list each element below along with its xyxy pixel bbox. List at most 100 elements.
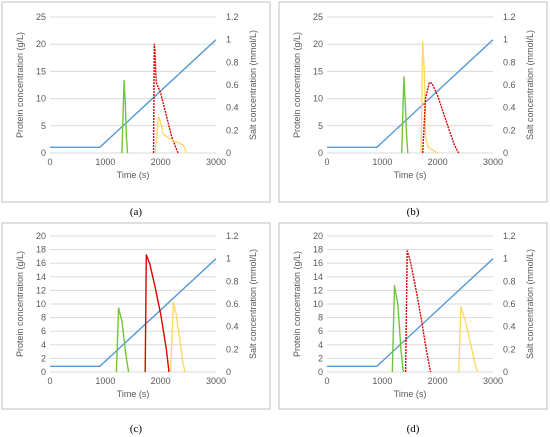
y2-tick-label: 1 [226,35,231,45]
y2-tick-label: 0.2 [503,344,516,354]
x-tick-label: 2000 [151,157,171,167]
x-tick-label: 2000 [428,157,448,167]
y-tick-label: 5 [41,121,46,131]
panel-a-label: (a) [130,206,143,218]
y2-tick-label: 0 [226,367,231,377]
y-tick-label: 0 [41,367,46,377]
x-axis-label: Time (s) [117,389,150,399]
chart-panel-c: (c) [1,222,271,435]
y2-tick-label: 1 [503,35,508,45]
panel-b-label: (b) [407,206,420,218]
chart-panel-b: (b) [278,1,548,218]
y2-tick-label: 0.8 [503,57,516,67]
salt-line [327,258,494,367]
y-tick-label: 14 [36,272,46,282]
y2-tick-label: 0.6 [503,80,516,90]
red-line [144,254,170,373]
y2-axis-label: Salt concentration (mmol/L) [248,30,258,140]
green-line [401,76,409,154]
plot-b: 0 5 10 15 20 25 0 0.2 0.4 0.6 0.8 1 1.2 0 1000 2000 3000… [292,12,535,180]
y2-tick-label: 0.2 [226,344,239,354]
x-tick-label: 0 [47,376,52,386]
y-tick-label: 16 [36,258,46,268]
x-tick-label: 2000 [151,376,171,386]
y-tick-label: 18 [36,245,46,255]
panel-d-label: (d) [407,423,420,435]
y-tick-label: 12 [36,285,46,295]
x-tick-label: 1000 [95,157,115,167]
y-tick-label: 25 [313,12,323,22]
panel-a-frame [1,1,271,203]
y-tick-label: 6 [41,326,46,336]
y2-tick-label: 1.2 [503,231,516,241]
y-axis-label: Protein concentration (g/L) [15,32,25,138]
salt-line [50,39,217,149]
y2-tick-label: 0 [503,367,508,377]
y-tick-label: 15 [36,66,46,76]
red-line [404,250,432,373]
y-tick-label: 8 [318,313,323,323]
x-tick-label: 3000 [483,157,503,167]
y2-tick-label: 0.2 [503,125,516,135]
y-tick-label: 6 [318,326,323,336]
chart-panel-a: (a) [1,1,271,218]
y2-tick-label: 0.2 [226,125,239,135]
y-tick-label: 10 [313,94,323,104]
y-tick-label: 25 [36,12,46,22]
yellow-line [154,116,187,154]
y2-tick-label: 1.2 [226,12,239,22]
panel-b-frame [278,1,548,203]
y2-axis-label: Salt concentration (mmol/L) [248,249,258,359]
y-axis-label: Protein concentration (g/L) [292,251,302,357]
y2-tick-label: 0.4 [503,103,516,113]
y2-tick-label: 0.8 [503,276,516,286]
yellow-line [420,40,439,154]
panel-c-label: (c) [130,423,143,435]
y-tick-label: 0 [318,148,323,158]
yellow-line [169,301,186,373]
y-tick-label: 10 [36,94,46,104]
x-tick-label: 1000 [95,376,115,386]
y2-tick-label: 0.6 [503,299,516,309]
y2-axis-label: Salt concentration (mmol/L) [525,30,535,140]
y-tick-label: 5 [318,121,323,131]
y2-tick-label: 1.2 [226,231,239,241]
x-tick-label: 1000 [372,157,392,167]
plot-d: 0 2 4 6 8 10 12 14 16 18 20 0 0.2 0.4 0.6 0.8 1 1.2 0 1000 2… [292,231,535,399]
x-tick-label: 0 [47,157,52,167]
green-line [115,307,130,373]
y-tick-label: 8 [41,313,46,323]
salt-line [327,39,494,149]
plot-a: 0 5 10 15 20 25 0 0.2 0.4 0.6 0.8 1 1.2 0 1000 2000 3000… [15,12,258,180]
y-tick-label: 0 [41,148,46,158]
y-tick-label: 20 [36,231,46,241]
y2-tick-label: 0.6 [226,80,239,90]
y-tick-label: 16 [313,258,323,268]
y-tick-label: 18 [313,245,323,255]
y-tick-label: 10 [313,299,323,309]
x-tick-label: 2000 [428,376,448,386]
y-tick-label: 2 [318,353,323,363]
y-tick-label: 14 [313,272,323,282]
y2-tick-label: 1.2 [503,12,516,22]
x-tick-label: 3000 [206,157,226,167]
y-tick-label: 12 [313,285,323,295]
x-tick-label: 1000 [372,376,392,386]
y-tick-label: 20 [313,39,323,49]
green-line [391,284,405,373]
x-tick-label: 3000 [206,376,226,386]
x-axis-label: Time (s) [394,389,427,399]
y2-tick-label: 1 [226,254,231,264]
y2-tick-label: 1 [503,254,508,264]
y2-tick-label: 0.4 [226,103,239,113]
y-tick-label: 2 [41,353,46,363]
y2-tick-label: 0.8 [226,276,239,286]
green-line [121,79,129,154]
y-tick-label: 4 [318,340,323,350]
x-tick-label: 0 [324,157,329,167]
y-tick-label: 20 [313,231,323,241]
x-tick-label: 3000 [483,376,503,386]
x-tick-label: 0 [324,376,329,386]
y-axis-label: Protein concentration (g/L) [292,32,302,138]
